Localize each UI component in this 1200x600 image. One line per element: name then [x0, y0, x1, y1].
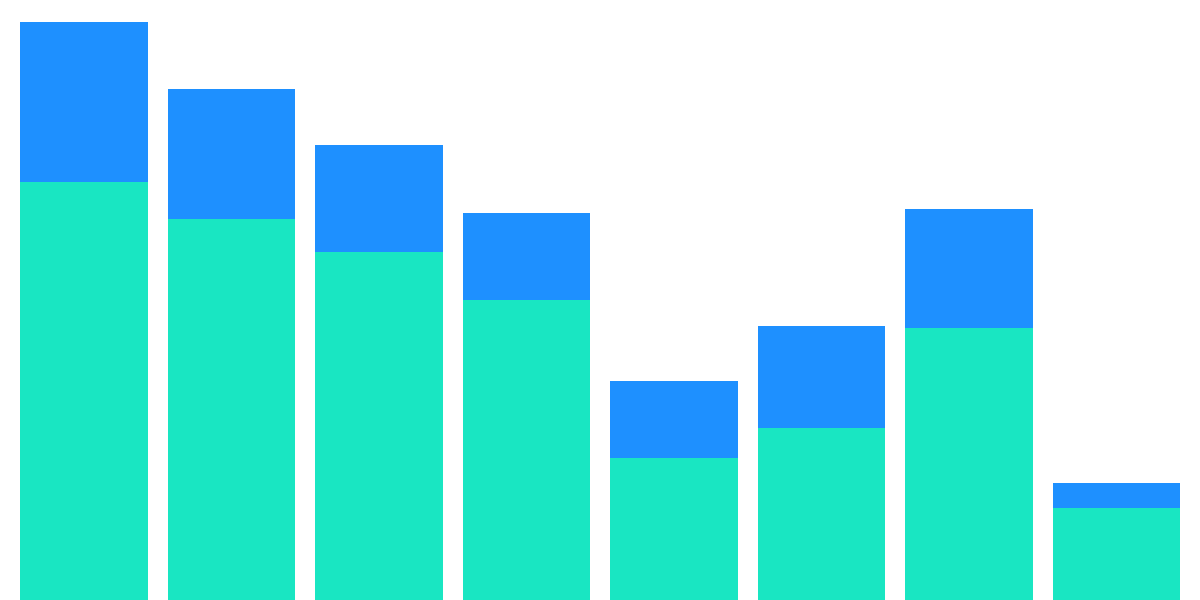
bar-2 [315, 145, 443, 600]
bar-7-bottom-segment [1053, 508, 1181, 600]
bar-2-top-segment [315, 145, 443, 252]
bar-6 [905, 209, 1033, 600]
bar-5-bottom-segment [758, 428, 886, 600]
bar-6-top-segment [905, 209, 1033, 328]
bar-4 [610, 381, 738, 600]
bar-0-bottom-segment [20, 182, 148, 600]
bar-1 [168, 89, 296, 600]
bar-0-top-segment [20, 22, 148, 182]
bar-4-bottom-segment [610, 458, 738, 600]
bar-3-bottom-segment [463, 300, 591, 600]
bar-5 [758, 326, 886, 600]
stacked-bar-chart [0, 0, 1200, 600]
bar-6-bottom-segment [905, 328, 1033, 600]
bar-7-top-segment [1053, 483, 1181, 508]
bar-3-top-segment [463, 213, 591, 300]
bar-4-top-segment [610, 381, 738, 458]
bar-0 [20, 22, 148, 600]
bar-3 [463, 213, 591, 600]
bar-7 [1053, 483, 1181, 600]
bar-2-bottom-segment [315, 252, 443, 600]
bar-5-top-segment [758, 326, 886, 428]
bar-1-top-segment [168, 89, 296, 219]
bar-1-bottom-segment [168, 219, 296, 600]
